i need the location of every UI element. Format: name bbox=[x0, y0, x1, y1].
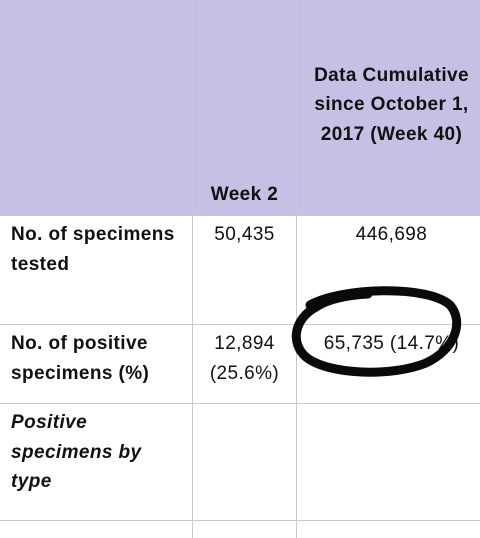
week-value-specimens-tested: 50,435 bbox=[192, 215, 297, 325]
week-value-positive-specimens: 12,894 (25.6%) bbox=[192, 324, 297, 404]
table-row: No. of positive specimens (%) 12,894 (25… bbox=[0, 324, 480, 404]
week-value-positive-by-type bbox=[192, 403, 297, 521]
cumulative-value-influenza-a: 54,430 (82.8%) bbox=[296, 520, 480, 538]
table-row: Influenza A 10,622 (82.4%) 54,430 (82.8%… bbox=[0, 520, 480, 538]
row-label-influenza-a: Influenza A bbox=[0, 520, 193, 538]
table-row: Positive specimens by type bbox=[0, 403, 480, 521]
table-row: No. of specimens tested 50,435 446,698 bbox=[0, 215, 480, 325]
header-corner-cell bbox=[0, 0, 193, 216]
header-week-cell: Week 2 bbox=[192, 0, 297, 216]
cumulative-value-positive-specimens: 65,735 (14.7%) bbox=[296, 324, 480, 404]
header-cumulative-cell: Data Cumulative since October 1, 2017 (W… bbox=[296, 0, 480, 216]
week-value-influenza-a: 10,622 (82.4%) bbox=[192, 520, 297, 538]
row-label-positive-specimens: No. of positive specimens (%) bbox=[0, 324, 193, 404]
row-label-positive-by-type: Positive specimens by type bbox=[0, 403, 193, 521]
table-header-row: Week 2 Data Cumulative since October 1, … bbox=[0, 0, 480, 216]
row-label-specimens-tested: No. of specimens tested bbox=[0, 215, 193, 325]
cumulative-value-positive-by-type bbox=[296, 403, 480, 521]
cumulative-value-specimens-tested: 446,698 bbox=[296, 215, 480, 325]
